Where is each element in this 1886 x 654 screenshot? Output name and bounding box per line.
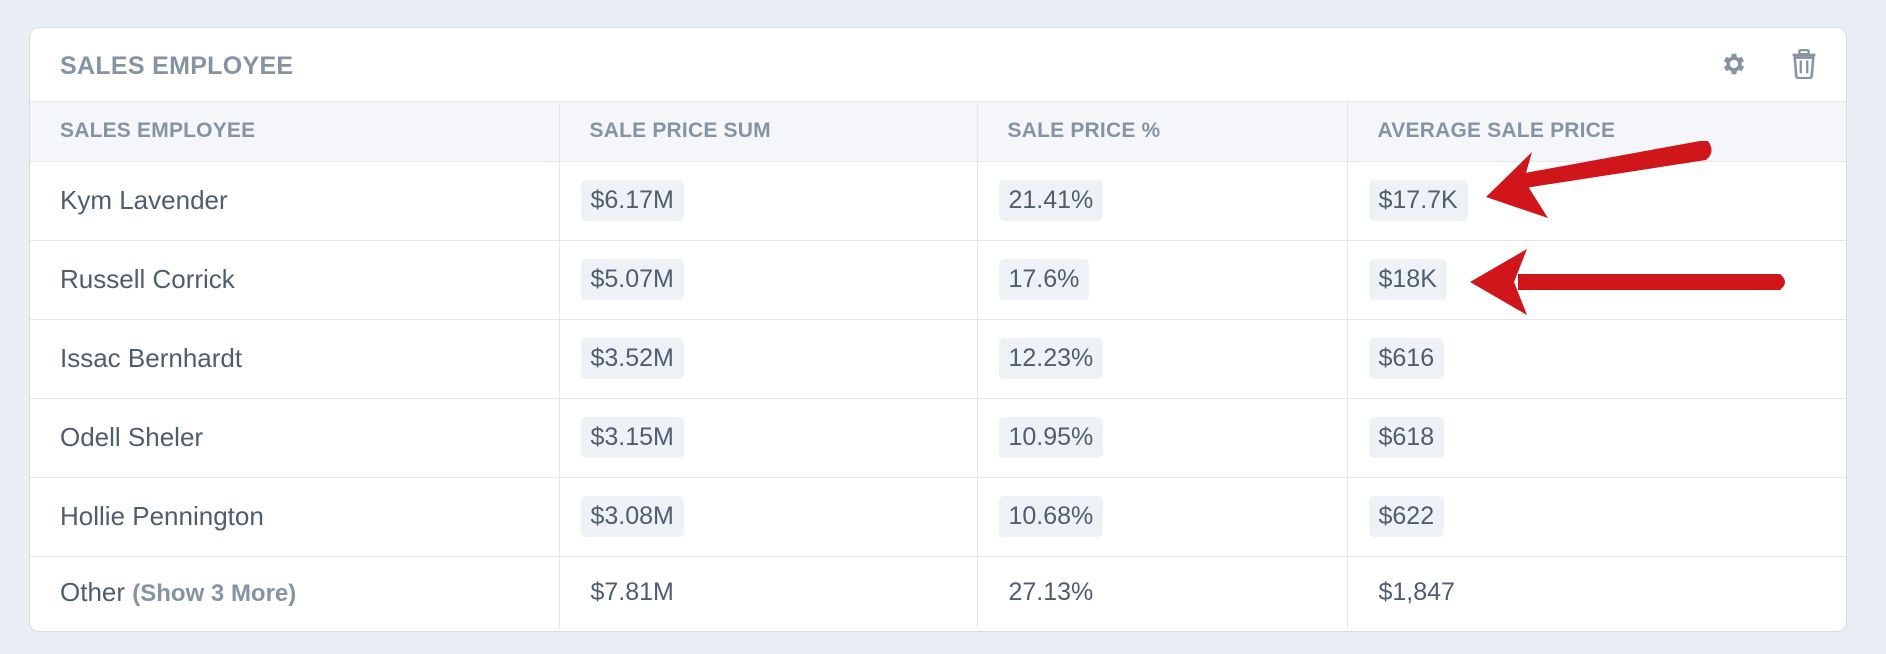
employee-name: Odell Sheler xyxy=(30,398,560,478)
employee-name: Hollie Pennington xyxy=(30,477,560,557)
employee-name: Issac Bernhardt xyxy=(30,319,560,399)
gear-icon xyxy=(1723,53,1745,75)
panel-header: SALES EMPLOYEE xyxy=(30,28,1846,102)
employee-name: Russell Corrick xyxy=(30,240,560,320)
average-sale-price-value: $17.7K xyxy=(1368,180,1468,221)
trash-icon xyxy=(1792,49,1816,79)
header-actions xyxy=(1718,48,1820,80)
average-sale-price-value: $18K xyxy=(1368,259,1447,300)
table-row-other: Other (Show 3 More) $7.81M 27.13% $1,847 xyxy=(30,556,1846,629)
sale-price-pct-value: 12.23% xyxy=(998,338,1104,379)
sale-price-sum-value: $3.08M xyxy=(580,496,684,537)
header-sales-employee[interactable]: SALES EMPLOYEE xyxy=(30,102,560,162)
header-sale-price-pct[interactable]: SALE PRICE % xyxy=(977,102,1348,162)
sale-price-sum-value: $3.15M xyxy=(580,417,684,458)
table-row: Russell Corrick $5.07M 17.6% $18K xyxy=(30,240,1846,320)
other-cell: Other (Show 3 More) xyxy=(30,556,560,629)
sale-price-pct-value: 10.95% xyxy=(998,417,1104,458)
sales-employee-panel: SALES EMPLOYEE SALES EMPLOYE xyxy=(29,27,1847,632)
table-row: Kym Lavender $6.17M 21.41% $17.7K xyxy=(30,161,1846,241)
sale-price-pct-value: 21.41% xyxy=(998,180,1104,221)
employee-name: Kym Lavender xyxy=(30,161,560,241)
table-row: Odell Sheler $3.15M 10.95% $618 xyxy=(30,398,1846,478)
show-more-link[interactable]: (Show 3 More) xyxy=(132,580,297,608)
table-row: Issac Bernhardt $3.52M 12.23% $616 xyxy=(30,319,1846,399)
header-sale-price-sum[interactable]: SALE PRICE SUM xyxy=(559,102,978,162)
average-sale-price-value: $622 xyxy=(1368,496,1445,537)
header-average-sale-price[interactable]: AVERAGE SALE PRICE xyxy=(1347,102,1846,162)
sale-price-sum-value: $5.07M xyxy=(580,259,684,300)
average-sale-price-value: $616 xyxy=(1368,338,1445,379)
other-label: Other xyxy=(60,577,126,608)
other-average-sale-price: $1,847 xyxy=(1378,578,1455,607)
other-sale-price-pct: 27.13% xyxy=(977,556,1348,629)
sale-price-sum-value: $6.17M xyxy=(580,180,684,221)
delete-button[interactable] xyxy=(1788,48,1820,80)
other-sale-price-sum: $7.81M xyxy=(559,556,978,629)
table-header-row: SALES EMPLOYEE SALE PRICE SUM SALE PRICE… xyxy=(30,102,1846,162)
table-row: Hollie Pennington $3.08M 10.68% $622 xyxy=(30,477,1846,557)
sale-price-sum-value: $3.52M xyxy=(580,338,684,379)
average-sale-price-value: $618 xyxy=(1368,417,1445,458)
sale-price-pct-value: 10.68% xyxy=(998,496,1104,537)
sales-table: SALES EMPLOYEE SALE PRICE SUM SALE PRICE… xyxy=(30,102,1846,629)
settings-button[interactable] xyxy=(1718,48,1750,80)
panel-title: SALES EMPLOYEE xyxy=(60,52,294,80)
sale-price-pct-value: 17.6% xyxy=(998,259,1090,300)
